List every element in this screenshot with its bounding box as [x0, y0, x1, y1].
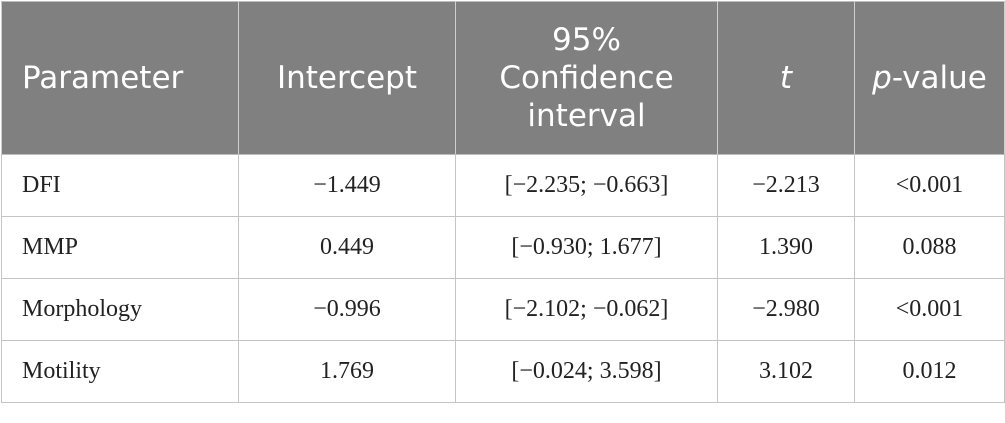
cell-parameter: MMP	[1, 216, 239, 279]
cell-confidence-interval: [−2.235; −0.663]	[455, 154, 718, 217]
regression-results-table: Parameter Intercept 95% Confidence inter…	[1, 1, 1005, 403]
cell-confidence-interval: [−2.102; −0.062]	[455, 278, 718, 341]
cell-t: −2.213	[717, 154, 855, 217]
header-t: t	[717, 1, 855, 155]
cell-t: 1.390	[717, 216, 855, 279]
header-confidence-interval: 95% Confidence interval	[455, 1, 718, 155]
cell-confidence-interval: [−0.024; 3.598]	[455, 340, 718, 403]
header-p-value: p-value	[854, 1, 1005, 155]
cell-intercept: −0.996	[238, 278, 456, 341]
header-p-value-text: p-value	[872, 60, 987, 96]
cell-p-value: <0.001	[854, 278, 1005, 341]
table-row: MMP 0.449 [−0.930; 1.677] 1.390 0.088	[1, 216, 1005, 279]
header-row: Parameter Intercept 95% Confidence inter…	[1, 1, 1005, 155]
cell-p-value: 0.088	[854, 216, 1005, 279]
table-row: Motility 1.769 [−0.024; 3.598] 3.102 0.0…	[1, 340, 1005, 403]
cell-intercept: −1.449	[238, 154, 456, 217]
cell-intercept: 0.449	[238, 216, 456, 279]
cell-intercept: 1.769	[238, 340, 456, 403]
cell-parameter: DFI	[1, 154, 239, 217]
cell-parameter: Motility	[1, 340, 239, 403]
header-intercept: Intercept	[238, 1, 456, 155]
table-row: Morphology −0.996 [−2.102; −0.062] −2.98…	[1, 278, 1005, 341]
cell-p-value: <0.001	[854, 154, 1005, 217]
table-body: DFI −1.449 [−2.235; −0.663] −2.213 <0.00…	[1, 154, 1005, 403]
cell-p-value: 0.012	[854, 340, 1005, 403]
header-parameter: Parameter	[1, 1, 239, 155]
table-row: DFI −1.449 [−2.235; −0.663] −2.213 <0.00…	[1, 154, 1005, 217]
cell-confidence-interval: [−0.930; 1.677]	[455, 216, 718, 279]
table-header: Parameter Intercept 95% Confidence inter…	[1, 1, 1005, 155]
cell-t: −2.980	[717, 278, 855, 341]
cell-t: 3.102	[717, 340, 855, 403]
cell-parameter: Morphology	[1, 278, 239, 341]
